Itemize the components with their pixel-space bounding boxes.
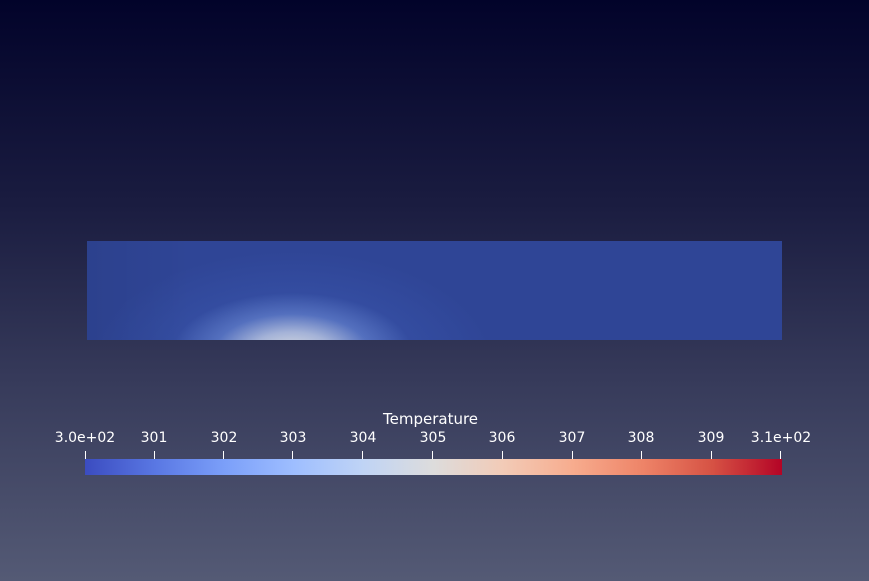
colorbar-title: Temperature [383,410,479,428]
colorbar-tick-label: 306 [488,430,516,446]
colorbar-tick-label: 302 [210,430,238,446]
colorbar-tick-mark [223,451,224,462]
colorbar-tick-label: 303 [279,430,307,446]
colorbar-tick-label: 304 [349,430,377,446]
heat-source-hotspot [87,241,782,340]
colorbar-tick-label: 307 [558,430,586,446]
temperature-colorbar [85,459,782,475]
colorbar-tick-label: 308 [627,430,655,446]
colorbar-tick-mark [711,451,712,462]
colorbar-tick-label: 309 [697,430,725,446]
colorbar-tick-label: 305 [419,430,447,446]
colorbar-tick-mark [502,451,503,462]
colorbar-tick-mark [641,451,642,462]
colorbar-tick-label: 3.0e+02 [54,430,116,446]
colorbar-tick-mark [780,451,781,462]
colorbar-tick-mark [572,451,573,462]
colorbar-tick-mark [85,451,86,462]
colorbar-tick-mark [292,451,293,462]
temperature-field-domain [87,241,782,340]
colorbar-tick-mark [154,451,155,462]
colorbar-tick-label: 301 [140,430,168,446]
colorbar-tick-mark [362,451,363,462]
colorbar-tick-mark [432,451,433,462]
colorbar-tick-label: 3.1e+02 [750,430,812,446]
domain-shading [87,241,782,340]
